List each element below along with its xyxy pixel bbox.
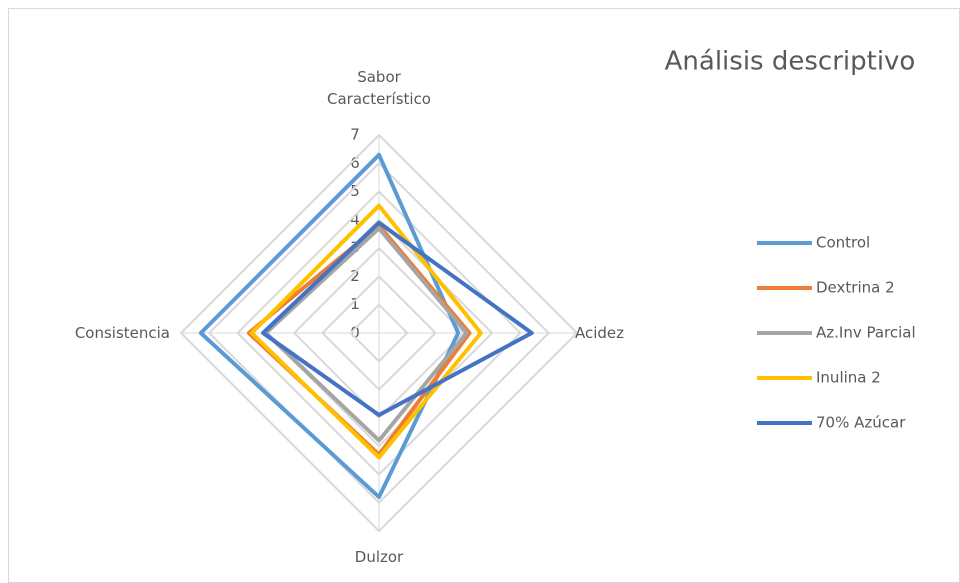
grid-ring xyxy=(349,303,409,363)
r-tick-label: 7 xyxy=(350,126,360,144)
grid-ring xyxy=(179,133,579,533)
legend-label: Dextrina 2 xyxy=(816,279,895,297)
r-tick-label: 2 xyxy=(350,267,360,285)
grid-ring xyxy=(207,161,551,505)
grid-ring xyxy=(236,190,522,476)
legend-label: 70% Azúcar xyxy=(816,414,906,432)
r-tick-label: 6 xyxy=(350,154,360,172)
r-tick-label: 0 xyxy=(350,324,360,342)
legend-label: Control xyxy=(816,234,870,252)
category-label: Dulzor xyxy=(354,548,404,566)
grid-ring xyxy=(321,275,437,391)
r-tick-label: 4 xyxy=(350,210,360,228)
series-line xyxy=(263,226,469,443)
chart-title: Análisis descriptivo xyxy=(665,47,916,77)
category-label: Sabor Característico xyxy=(326,68,431,108)
legend-label: Inulina 2 xyxy=(816,369,881,387)
legend-label: Az.Inv Parcial xyxy=(816,324,916,342)
series-line xyxy=(249,203,483,460)
category-label: Consistencia xyxy=(74,324,170,342)
series-line xyxy=(261,220,534,418)
category-label: Acidez xyxy=(575,324,625,342)
r-tick-label: 1 xyxy=(350,295,360,313)
grid-ring xyxy=(292,246,466,420)
r-tick-label: 5 xyxy=(350,182,360,200)
